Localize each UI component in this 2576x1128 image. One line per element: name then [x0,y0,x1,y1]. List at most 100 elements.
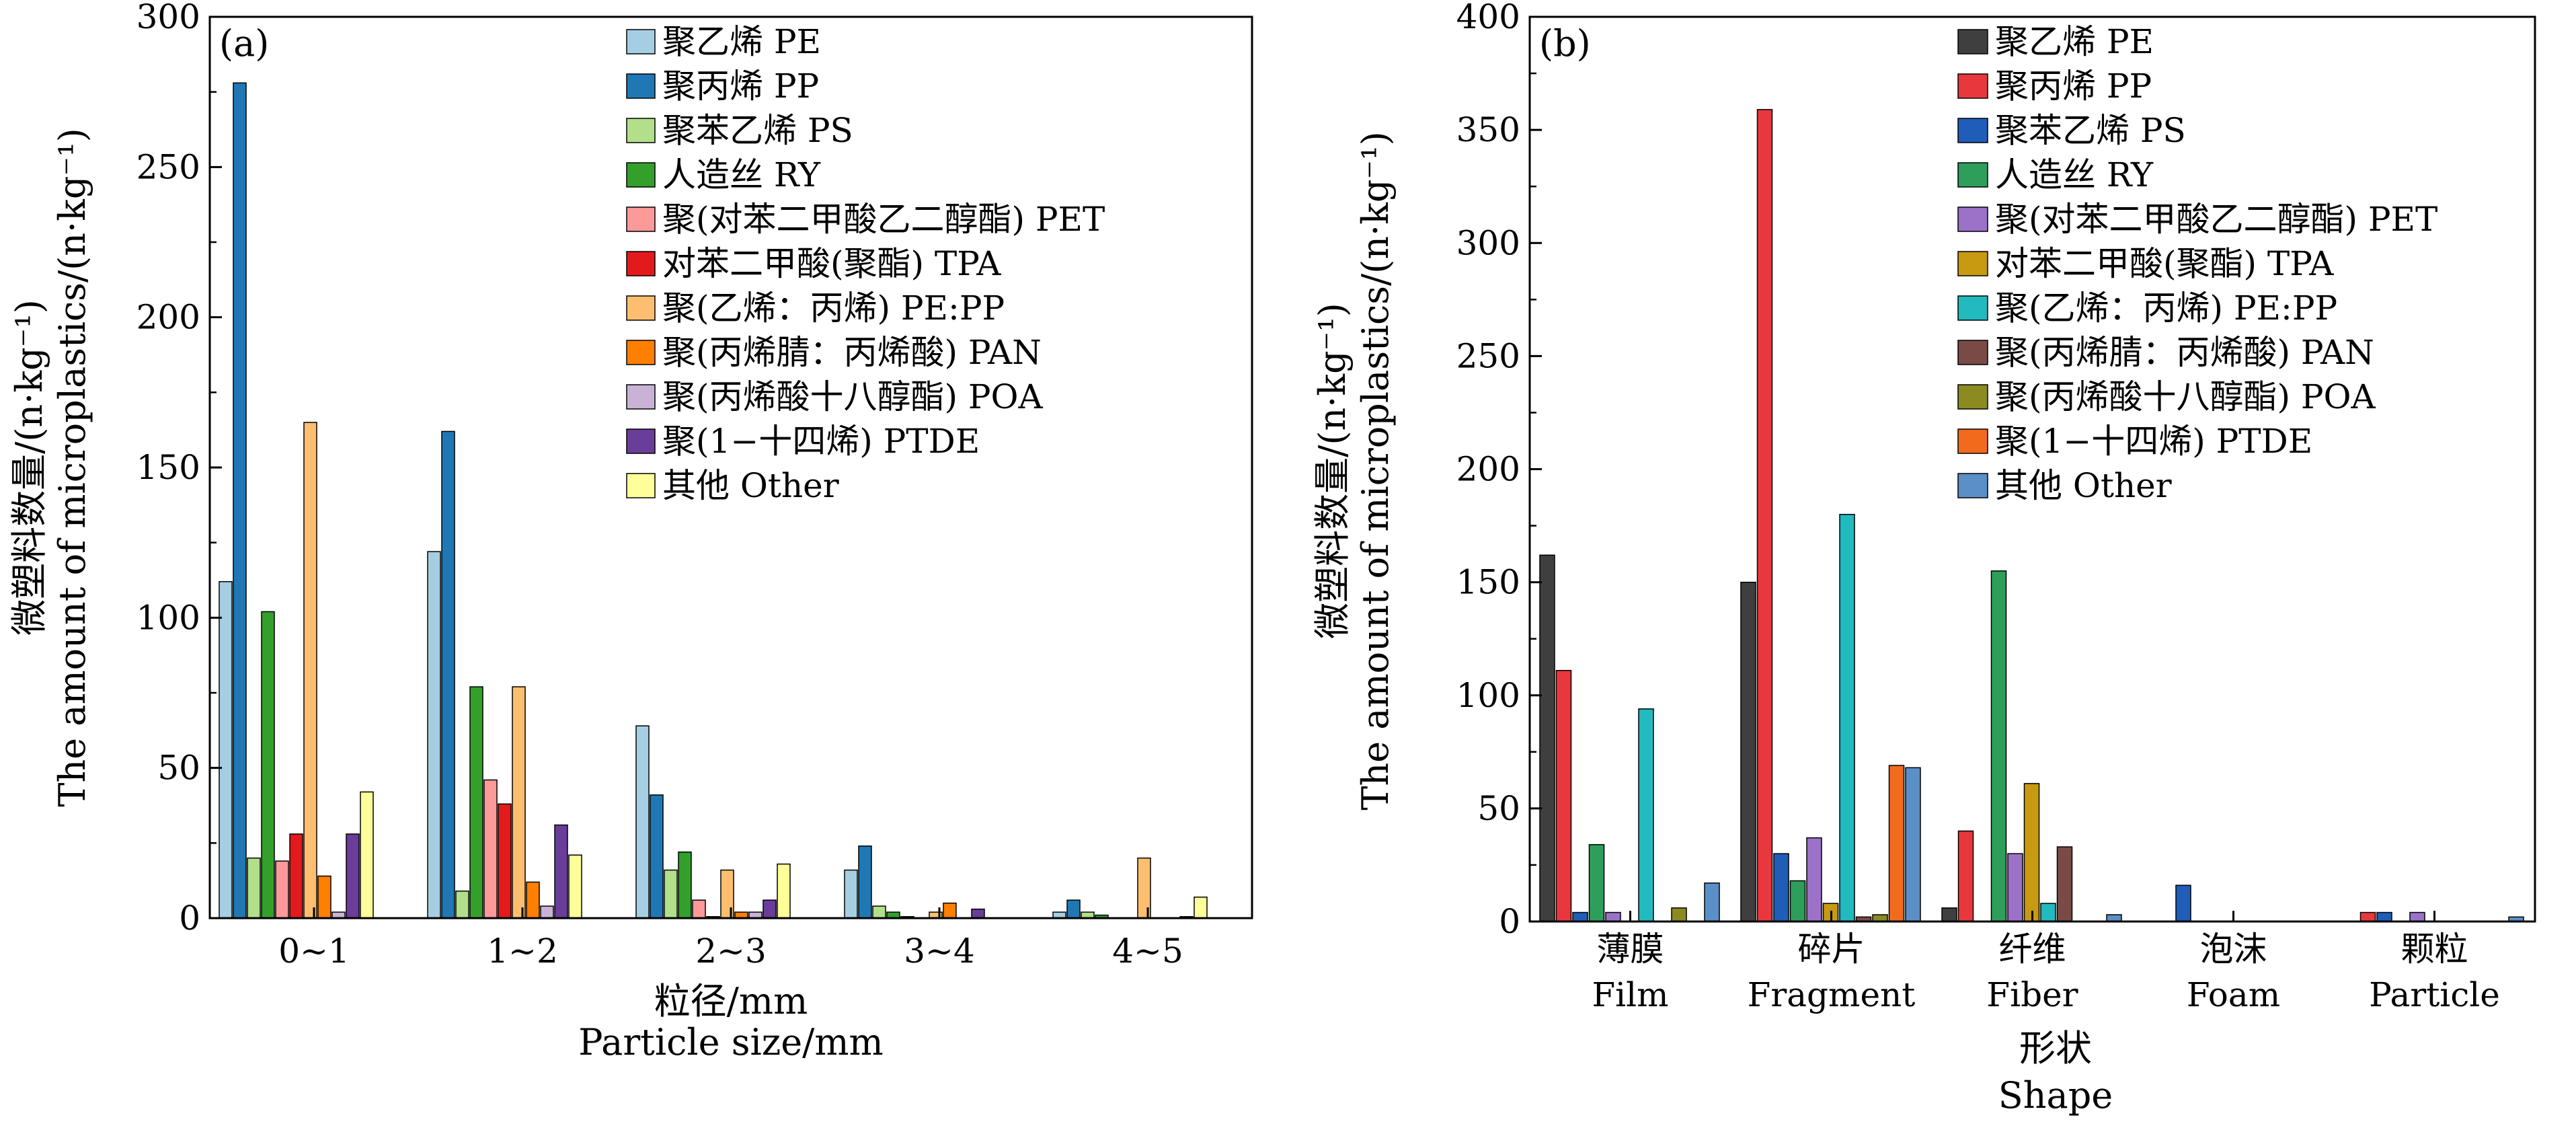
legend-swatch [626,73,656,99]
bar-1-1-0 [1740,581,1756,922]
y-axis-title: The amount of microplastics/(n·kg⁻¹) [51,128,93,806]
bar-0-0-0 [219,580,233,919]
bar-0-0-1 [233,82,247,919]
legend-label: 对苯二甲酸(聚酯) TPA [1995,244,2334,283]
bar-0-4-10 [1194,896,1208,919]
bar-1-2-1 [1957,830,1974,922]
bar-1-1-9 [1888,765,1905,922]
bar-0-2-3 [678,851,692,919]
x-axis-title: 形状 [2019,1027,2092,1069]
bar-1-1-8 [1872,914,1888,922]
legend-label: 聚(丙烯酸十八醇酯) POA [662,377,1044,416]
legend-label: 聚(1−十四烯) PTDE [662,422,980,461]
chart-panel-b: 0 50 100 150 200 250 300 350 400 薄膜 Film 碎片 Fragment… [1311,0,2536,1117]
bar-0-0-2 [247,857,261,919]
y-tick-label: 200 [136,298,200,337]
bar-0-2-10 [777,863,791,919]
legend-swatch [626,29,656,54]
bar-0-0-3 [261,611,275,919]
y-tick-label: 150 [136,448,200,487]
y-axis-title: 微塑料数量/(n·kg⁻¹) [1311,303,1354,639]
legend-swatch [626,428,656,454]
x-category-label: Fragment [1748,975,1916,1014]
y-tick-label: 300 [1456,223,1520,262]
bar-0-1-1 [441,430,455,919]
legend-label: 其他 Other [1995,466,2172,505]
legend-label: 人造丝 RY [662,155,821,194]
bar-0-2-4 [692,899,706,919]
x-category-label: 薄膜 [1597,930,1664,969]
x-category-label: 颗粒 [2401,930,2468,969]
bar-0-1-4 [483,779,498,919]
legend-swatch [1957,340,1988,365]
y-tick-label: 50 [1477,789,1520,828]
bar-0-2-1 [650,794,664,919]
legend-label: 聚(对苯二甲酸乙二醇酯) PET [1995,200,2437,239]
bar-1-1-4 [1806,837,1822,922]
bar-1-0-3 [1588,843,1605,922]
legend-label: 聚(对苯二甲酸乙二醇酯) PET [662,200,1105,239]
legend-label: 聚(乙烯：丙烯) PE:PP [662,289,1005,328]
y-axis-title: 微塑料数量/(n·kg⁻¹) [8,299,50,636]
bar-1-4-2 [2376,911,2392,922]
bar-0-1-3 [469,686,483,919]
legend-label: 聚(丙烯酸十八醇酯) POA [1995,377,2376,416]
x-category-label: 0~1 [278,932,350,971]
y-tick-label: 250 [136,147,200,186]
bar-1-2-10 [2106,914,2122,922]
y-tick-label: 100 [136,598,200,637]
legend-label: 聚(1−十四烯) PTDE [1995,422,2312,461]
y-axis-title: The amount of microplastics/(n·kg⁻¹) [1354,131,1397,810]
legend-swatch [1957,473,1988,498]
legend-label: 其他 Other [662,466,839,505]
chart-panel-a: 0 50 100 150 200 250 300 0~1 1~2 2~3 3~4 4~5 (a) 微塑料数… [8,0,1253,1063]
legend-label: 聚(丙烯腈：丙烯酸) PAN [662,333,1042,372]
x-axis-title: Particle size/mm [578,1021,884,1063]
bar-1-0-2 [1572,911,1588,922]
panel-label: (b) [1539,22,1591,65]
bar-1-0-4 [1605,911,1621,922]
bar-1-4-1 [2359,911,2376,922]
bar-0-2-0 [635,725,650,919]
legend-swatch [1957,384,1988,410]
bar-1-0-0 [1539,554,1555,922]
legend-label: 聚苯乙烯 PS [1995,111,2186,150]
legend-swatch [626,473,656,498]
bar-0-3-7 [943,902,957,919]
x-category-label: Fiber [1986,975,2078,1014]
bar-0-0-7 [317,875,331,919]
x-category-label: 2~3 [695,932,767,971]
bar-1-0-1 [1555,670,1572,922]
x-category-label: 泡沫 [2200,930,2267,969]
bar-1-2-6 [2040,903,2056,922]
legend-swatch [626,384,656,410]
x-category-label: 纤维 [1999,930,2066,969]
legend-swatch [626,206,656,232]
bar-1-0-8 [1671,907,1687,922]
y-tick-label: 50 [157,749,200,788]
legend-swatch [626,118,656,143]
x-category-label: 碎片 [1798,930,1865,969]
legend-swatch [1957,295,1988,321]
y-tick-label: 0 [179,899,200,938]
bar-0-1-8 [540,905,554,919]
y-tick-label: 150 [1456,563,1520,602]
legend-swatch [1957,29,1988,54]
x-category-label: 3~4 [904,932,975,971]
bar-0-3-1 [858,845,872,919]
bar-0-4-1 [1066,899,1081,919]
legend-swatch [626,251,656,276]
bar-1-2-4 [2007,853,2023,922]
bar-1-1-10 [1905,767,1921,922]
bar-0-0-6 [303,422,317,919]
y-tick-label: 250 [1456,336,1520,375]
legend-label: 聚乙烯 PE [662,22,821,61]
bar-1-2-5 [2023,783,2040,922]
bar-0-1-6 [512,686,526,919]
legend-label: 对苯二甲酸(聚酯) TPA [662,244,1001,283]
bar-0-3-9 [971,908,985,919]
x-category-label: Particle [2369,975,2500,1014]
y-tick-label: 0 [1499,902,1520,941]
y-tick-label: 350 [1456,110,1520,149]
